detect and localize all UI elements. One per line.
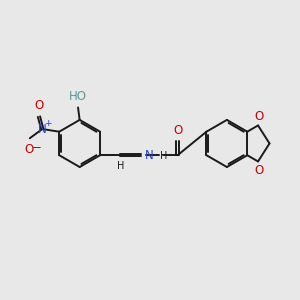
Text: O: O <box>254 110 264 122</box>
Text: +: + <box>44 119 51 128</box>
Text: H: H <box>117 161 124 171</box>
Text: O: O <box>24 143 34 156</box>
Text: N: N <box>145 149 154 162</box>
Text: H: H <box>160 151 167 160</box>
Text: −: − <box>32 141 41 154</box>
Text: HO: HO <box>69 90 87 103</box>
Text: N: N <box>38 123 46 136</box>
Text: O: O <box>34 99 43 112</box>
Text: O: O <box>254 164 264 177</box>
Text: O: O <box>173 124 182 137</box>
